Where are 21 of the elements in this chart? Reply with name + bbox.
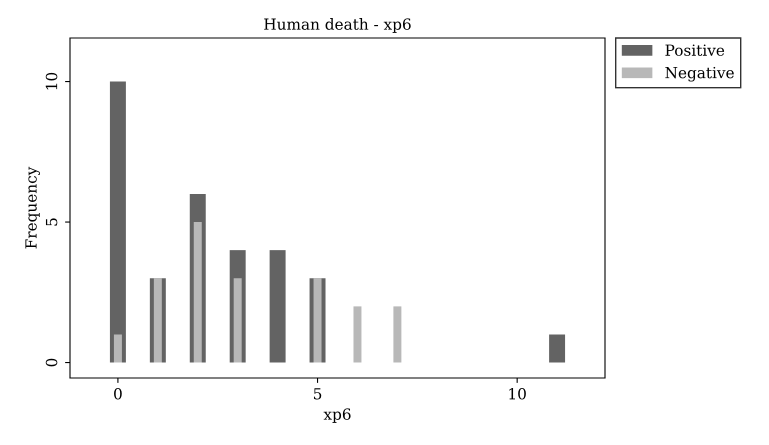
bar <box>549 334 566 363</box>
x-tick-label: 5 <box>314 388 322 400</box>
bar <box>114 334 122 363</box>
x-tick-label: 10 <box>509 388 526 400</box>
bar <box>314 278 322 363</box>
y-tick-label: 5 <box>46 218 58 226</box>
legend-label: Positive <box>665 44 724 56</box>
bar <box>110 82 126 363</box>
y-tick-label: 0 <box>46 358 58 366</box>
bar <box>194 222 202 363</box>
y-axis-title: Frequency <box>25 166 40 248</box>
x-axis-title: xp6 <box>324 408 351 423</box>
chart-title: Human death - xp6 <box>264 18 411 33</box>
bar <box>270 250 286 363</box>
x-tick-label: 0 <box>114 388 122 400</box>
bar <box>393 306 402 363</box>
bar <box>353 306 362 363</box>
bar <box>234 278 242 363</box>
y-tick-label: 10 <box>46 72 58 90</box>
bar <box>154 278 162 363</box>
legend-label: Negative <box>665 66 734 82</box>
